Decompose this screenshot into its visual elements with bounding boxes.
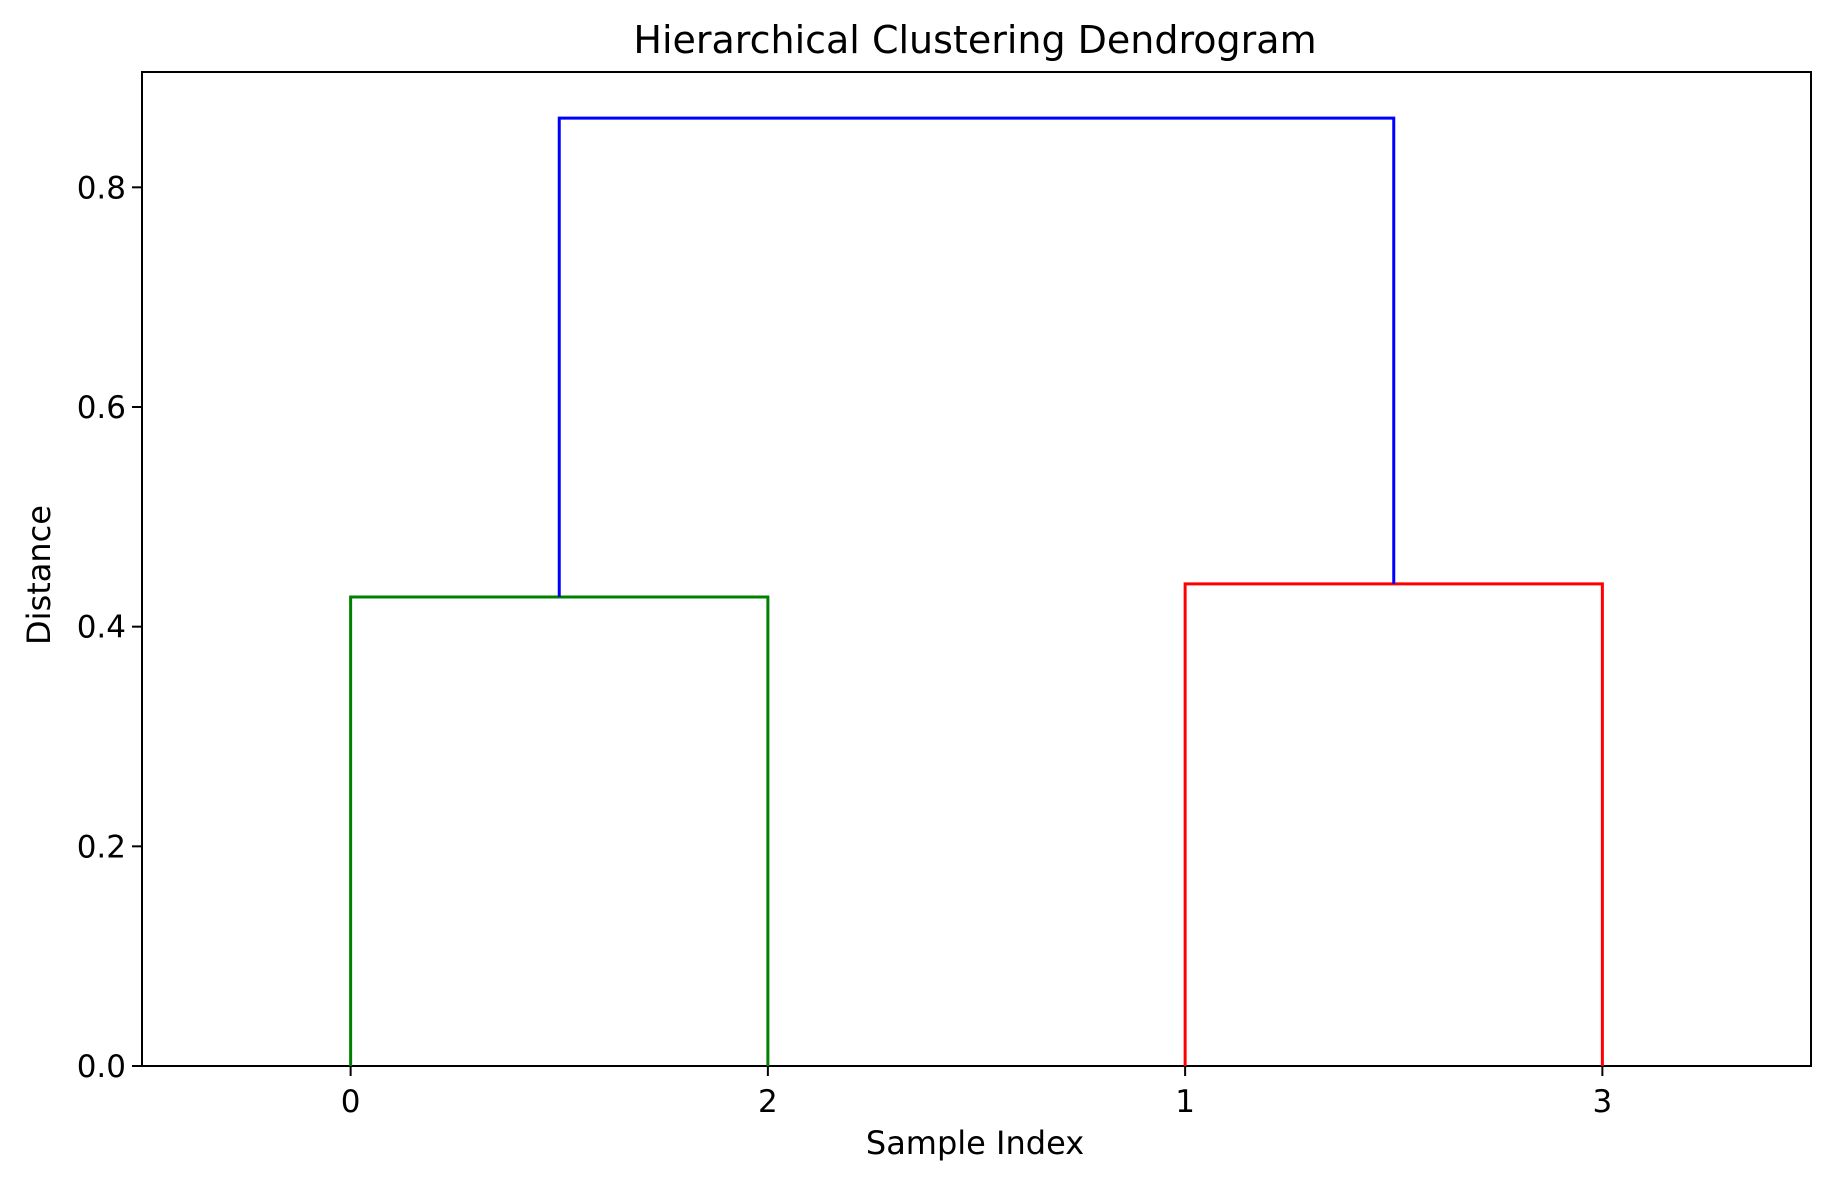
- y-axis-label: Distance: [20, 505, 58, 645]
- y-tick-label: 0.2: [77, 829, 126, 865]
- dendrogram-link-cluster-root: [557, 116, 1396, 598]
- plot-area-frame: [141, 71, 1812, 1067]
- x-tick-label: 3: [1593, 1084, 1613, 1120]
- x-axis-label: Sample Index: [866, 1124, 1084, 1162]
- y-tick-label: 0.8: [77, 170, 126, 206]
- x-tick-label: 0: [341, 1084, 361, 1120]
- y-tick-label: 0.6: [77, 390, 126, 426]
- x-tick-label: 2: [758, 1084, 778, 1120]
- x-axis-ticks: 0 2 1 3: [341, 1066, 1612, 1120]
- y-tick-label: 0.4: [77, 610, 126, 646]
- y-axis-ticks: 0.0 0.2 0.4 0.6 0.8: [77, 170, 142, 1085]
- dendrogram-link-cluster-1-3: [1183, 582, 1604, 1066]
- dendrogram-link-cluster-0-2: [349, 595, 770, 1066]
- x-tick-label: 1: [1175, 1084, 1195, 1120]
- chart-title: Hierarchical Clustering Dendrogram: [633, 18, 1316, 62]
- y-tick-label: 0.0: [77, 1049, 126, 1085]
- dendrogram-links: [349, 116, 1604, 1066]
